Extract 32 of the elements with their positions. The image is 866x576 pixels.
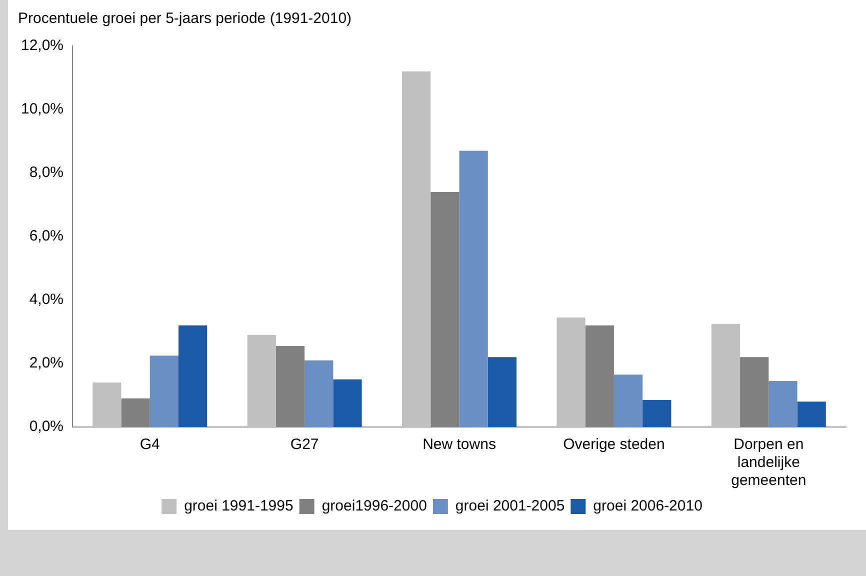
y-tick-label: 2,0% <box>29 354 64 372</box>
y-tick-label: 12,0% <box>20 37 64 54</box>
bar <box>614 374 643 427</box>
bar <box>150 356 178 427</box>
legend-label: groei 2001-2005 <box>455 498 565 515</box>
bar <box>459 150 488 427</box>
bar <box>333 379 362 427</box>
bar <box>797 402 826 427</box>
legend-label: groei1996-2000 <box>322 498 427 515</box>
bar <box>402 71 431 427</box>
y-tick-label: 8,0% <box>29 164 64 182</box>
bar <box>642 400 672 427</box>
bar <box>178 325 208 427</box>
bar <box>304 360 334 427</box>
y-tick-label: 6,0% <box>29 228 64 245</box>
bar <box>92 382 122 427</box>
x-tick-label: Dorpen en landelijke gemeenten <box>731 436 806 490</box>
bar <box>711 324 740 427</box>
bar <box>768 380 798 427</box>
x-tick-label: Overige steden <box>563 436 665 454</box>
x-tick-label: New towns <box>422 436 496 454</box>
bar <box>556 317 586 427</box>
y-tick-label: 4,0% <box>29 291 64 308</box>
y-tick-label: 0,0% <box>29 418 64 436</box>
legend-label: groei 2006-2010 <box>593 498 702 515</box>
y-tick-label: 10,0% <box>20 100 64 118</box>
x-tick-label: G4 <box>140 436 160 454</box>
bar <box>247 334 276 427</box>
legend-label: groei 1991-1995 <box>184 498 294 515</box>
bar <box>488 357 517 427</box>
x-tick-label: G27 <box>290 436 319 454</box>
chart-title: Procentuele groei per 5-jaars periode (1991-2010) <box>18 10 352 28</box>
